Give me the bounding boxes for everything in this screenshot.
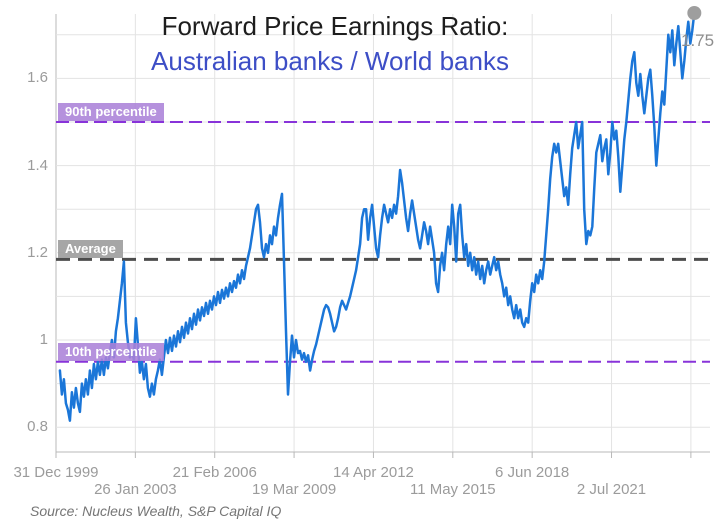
last-point-marker <box>687 6 702 20</box>
y-axis-label: 1.2 <box>27 243 48 261</box>
x-axis-label: 26 Jan 2003 <box>94 481 177 498</box>
x-axis-label: 21 Feb 2006 <box>172 464 257 481</box>
chart-subtitle: Australian banks / World banks <box>151 46 509 76</box>
y-axis-label: 1.6 <box>27 69 48 87</box>
x-axis-label: 6 Jun 2018 <box>495 464 570 481</box>
y-axis-label: 1.4 <box>27 156 48 174</box>
x-axis-label: 11 May 2015 <box>409 481 496 498</box>
source-note: Source: Nucleus Wealth, S&P Capital IQ <box>30 503 282 519</box>
x-axis-label: 31 Dec 1999 <box>13 464 99 481</box>
last-value-label: 1.75 <box>681 31 715 50</box>
x-axis-label: 19 Mar 2009 <box>251 481 337 498</box>
y-axis-label: 1 <box>39 331 48 348</box>
y-axis-label: 0.8 <box>27 418 48 436</box>
badge-90th-percentile: 90th percentile <box>58 103 164 121</box>
chart-title: Forward Price Earnings Ratio: <box>161 11 509 41</box>
x-axis-label: 14 Apr 2012 <box>332 464 414 481</box>
badge-average: Average <box>58 240 123 259</box>
x-axis-label: 2 Jul 2021 <box>576 481 647 498</box>
badge-10th-percentile: 10th percentile <box>58 342 164 361</box>
series-line <box>58 11 696 422</box>
